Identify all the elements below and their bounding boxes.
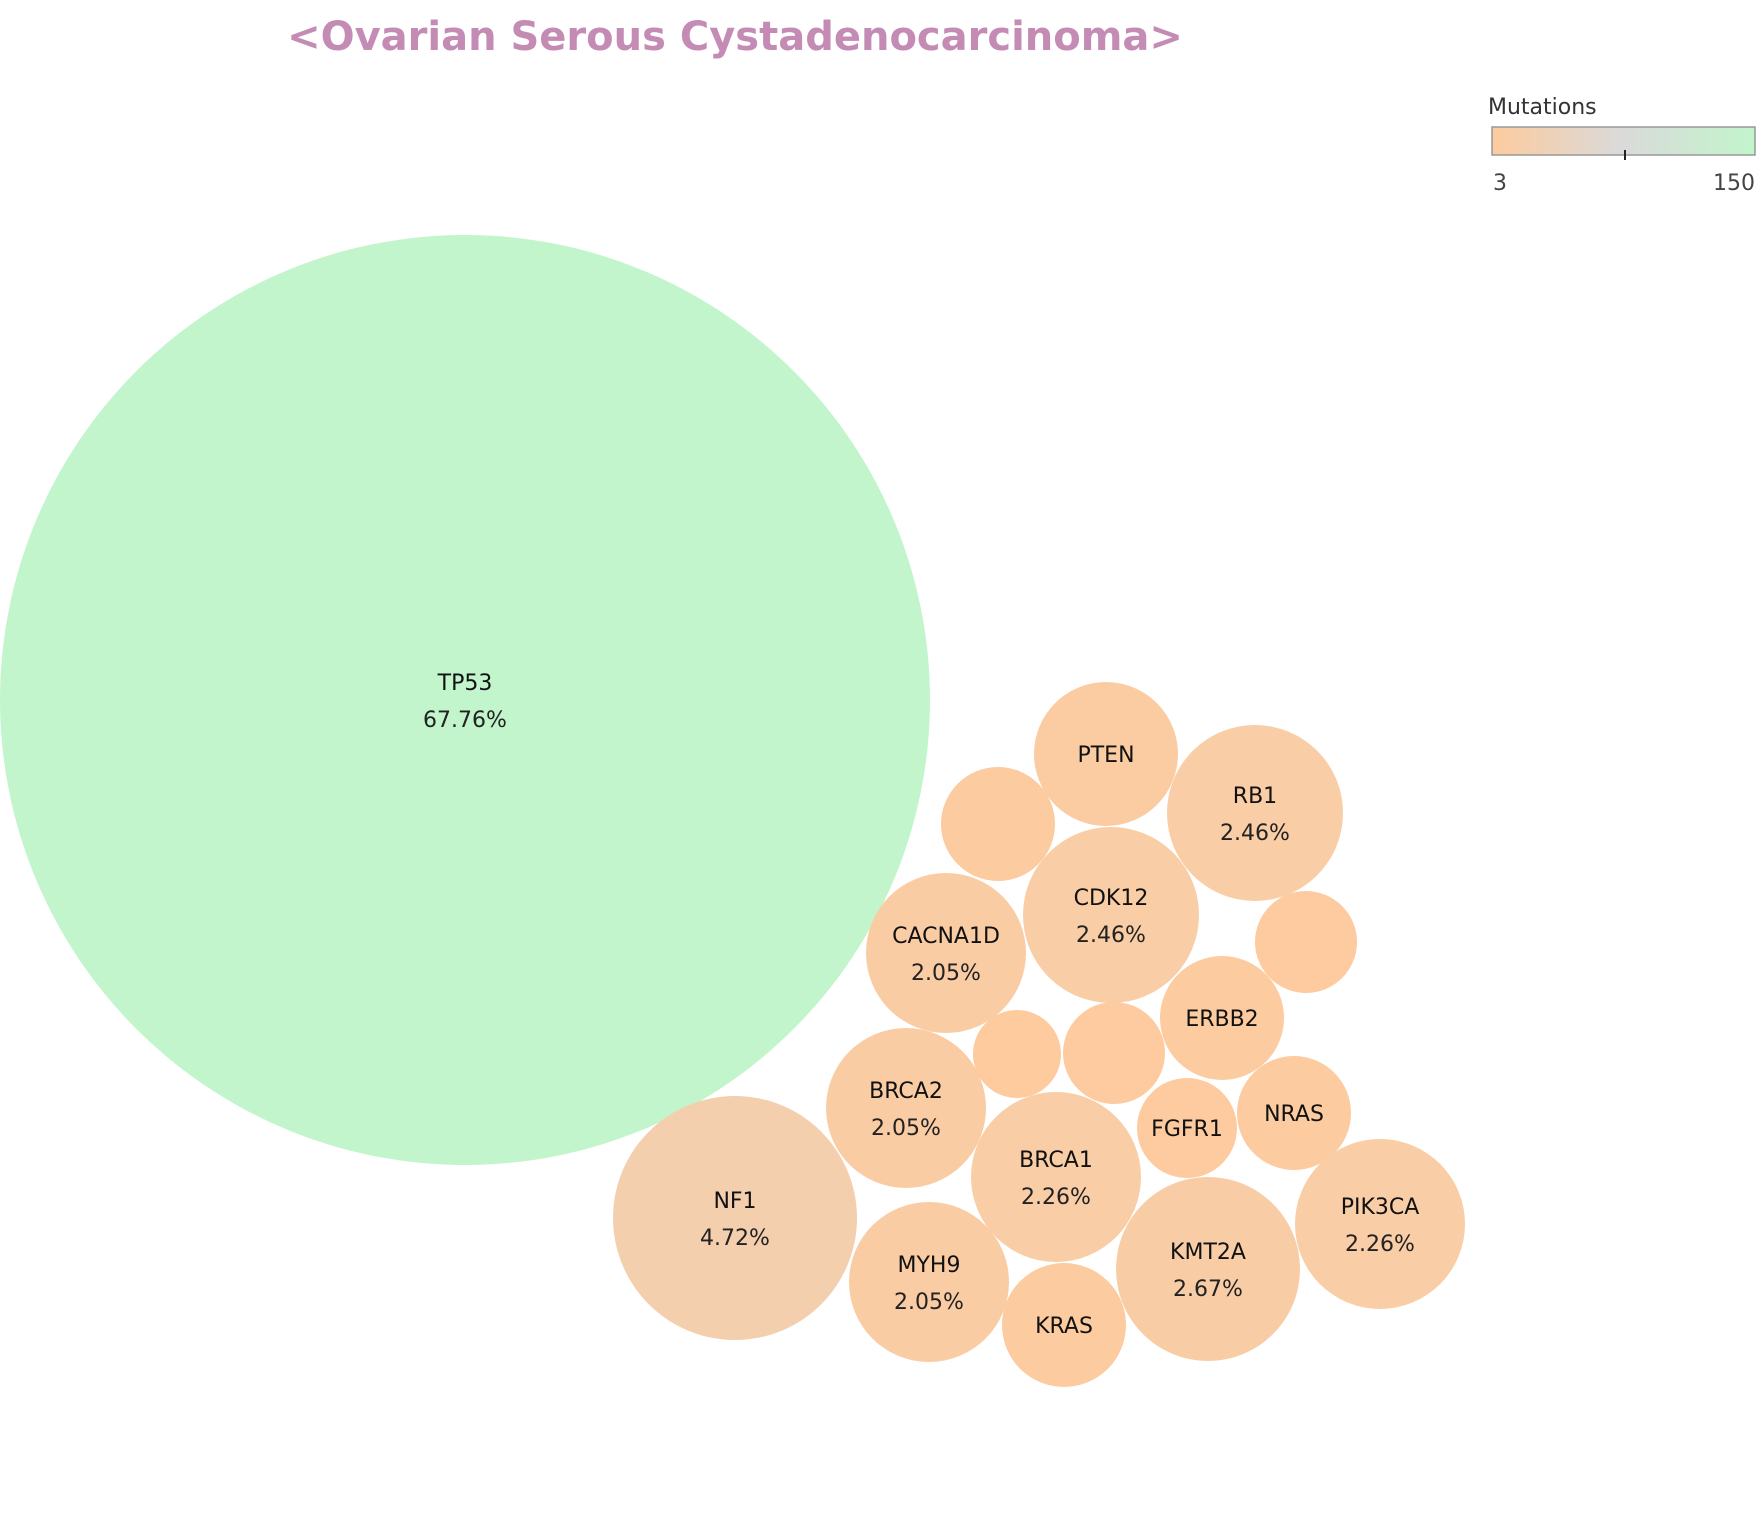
bubble-label-brca1: BRCA1 (1019, 1148, 1093, 1173)
bubble-label-tp53: TP53 (437, 671, 493, 696)
chart-title: <Ovarian Serous Cystadenocarcinoma> (287, 14, 1183, 60)
bubble-brca2[interactable] (826, 1028, 986, 1188)
bubble-unlabeled-15[interactable] (941, 767, 1055, 881)
bubble-label-cdk12: CDK12 (1074, 886, 1149, 911)
bubble-label-nras: NRAS (1264, 1102, 1324, 1127)
bubble-percent-cdk12: 2.46% (1076, 923, 1146, 948)
bubble-pten[interactable] (1034, 682, 1178, 826)
bubble-label-erbb2: ERBB2 (1185, 1007, 1258, 1032)
bubble-pik3ca[interactable] (1295, 1139, 1465, 1309)
bubble-label-brca2: BRCA2 (869, 1079, 943, 1104)
bubble-percent-cacna1d: 2.05% (911, 961, 981, 986)
bubble-percent-brca1: 2.26% (1021, 1185, 1091, 1210)
bubble-myh9[interactable] (849, 1202, 1009, 1362)
colorbar-gradient (1491, 126, 1756, 156)
bubble-percent-kmt2a: 2.67% (1173, 1277, 1243, 1302)
bubble-nf1[interactable] (613, 1096, 857, 1340)
bubble-percent-nf1: 4.72% (700, 1226, 770, 1251)
bubble-rb1[interactable] (1167, 725, 1343, 901)
bubble-unlabeled-16[interactable] (1063, 1002, 1165, 1104)
colorbar: Mutations 3 150 (1488, 95, 1756, 196)
bubble-label-myh9: MYH9 (898, 1253, 961, 1278)
colorbar-max-label: 150 (1713, 171, 1755, 196)
bubble-unlabeled-18[interactable] (973, 1010, 1061, 1098)
bubble-cdk12[interactable] (1023, 827, 1199, 1003)
bubble-tp53[interactable] (0, 235, 930, 1165)
bubble-label-pten: PTEN (1077, 743, 1134, 768)
bubble-cacna1d[interactable] (866, 873, 1026, 1033)
bubble-percent-tp53: 67.76% (423, 708, 507, 733)
bubble-label-pik3ca: PIK3CA (1341, 1195, 1420, 1220)
bubble-erbb2[interactable] (1160, 956, 1284, 1080)
bubble-label-kmt2a: KMT2A (1170, 1240, 1246, 1265)
bubble-label-rb1: RB1 (1233, 784, 1277, 809)
bubble-kmt2a[interactable] (1116, 1177, 1300, 1361)
bubble-label-kras: KRAS (1035, 1314, 1093, 1339)
colorbar-title: Mutations (1488, 95, 1597, 120)
bubble-label-fgfr1: FGFR1 (1151, 1117, 1223, 1142)
bubble-percent-brca2: 2.05% (871, 1116, 941, 1141)
bubble-kras[interactable] (1002, 1263, 1126, 1387)
bubble-fgfr1[interactable] (1137, 1078, 1237, 1178)
bubble-nras[interactable] (1237, 1056, 1351, 1170)
bubble-percent-rb1: 2.46% (1220, 821, 1290, 846)
bubble-label-nf1: NF1 (713, 1189, 756, 1214)
bubble-unlabeled-17[interactable] (1255, 891, 1357, 993)
bubble-percent-pik3ca: 2.26% (1345, 1232, 1415, 1257)
colorbar-min-label: 3 (1493, 171, 1507, 196)
bubble-group: TP53 67.76% NF1 4.72% KMT2A 2.67% RB1 2.46% CDK1… (0, 235, 1465, 1387)
bubble-label-cacna1d: CACNA1D (892, 924, 1000, 949)
bubble-brca1[interactable] (971, 1092, 1141, 1262)
bubble-percent-myh9: 2.05% (894, 1290, 964, 1315)
